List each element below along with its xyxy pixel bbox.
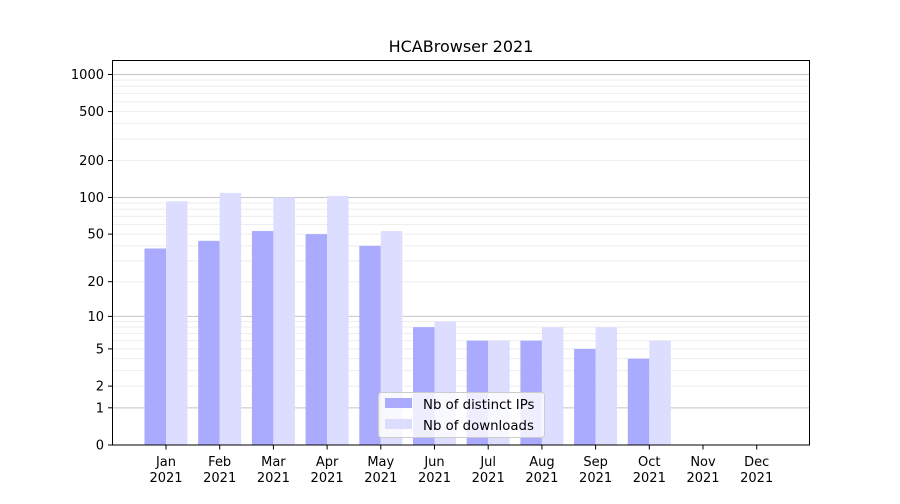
y-tick-label: 2 [96,380,104,395]
x-tick-label: Dec [744,455,769,470]
y-tick-label: 1 [96,401,104,416]
bar-downloads [219,192,242,445]
bar-ips [574,348,596,445]
y-tick-label: 50 [87,228,104,243]
x-tick-label: 2021 [149,471,182,486]
x-tick-label: 2021 [525,471,558,486]
x-tick-label: Apr [316,455,339,470]
y-tick-label: 0 [96,439,104,454]
x-tick-label: 2021 [311,471,344,486]
x-tick-label: 2021 [418,471,451,486]
x-tick-label: 2021 [686,471,719,486]
y-tick-label: 5 [96,342,104,357]
legend-label-downloads: Nb of downloads [423,419,534,434]
legend: Nb of distinct IPs Nb of downloads [378,392,545,438]
x-tick-label: Nov [690,455,716,470]
bar-ips [144,248,166,445]
x-tick-label: Aug [529,455,554,470]
bar-ips [359,245,381,445]
y-tick-label: 100 [79,191,104,206]
bar-downloads [649,340,671,445]
bar-downloads [380,231,403,445]
bar-downloads [166,201,188,445]
x-tick-label: Jun [423,455,444,470]
bar-downloads [327,195,349,445]
y-tick-label: 1000 [71,68,104,83]
x-tick-label: Feb [208,455,231,470]
bar-ips [251,231,274,445]
y-tick-label: 500 [79,105,104,120]
y-axis: 0 1 2 5 10 20 50 100 200 500 1000 [71,68,113,454]
y-tick-label: 200 [79,154,104,169]
bar-ips [198,240,220,445]
x-axis: Jan2021Feb2021Mar2021Apr2021May2021Jun20… [149,445,773,486]
chart-title: HCABrowser 2021 [389,37,534,56]
legend-swatch-ips [385,398,412,408]
x-tick-label: Jul [479,455,496,470]
x-tick-label: 2021 [364,471,397,486]
x-tick-label: 2021 [633,471,666,486]
x-tick-label: 2021 [472,471,505,486]
x-tick-label: Sep [583,455,608,470]
x-tick-label: 2021 [579,471,612,486]
y-tick-label: 10 [87,310,104,325]
x-tick-label: Jan [155,455,176,470]
bar-ips [627,358,650,445]
legend-swatch-downloads [385,419,412,429]
bar-ips [305,234,328,445]
bar-downloads [273,197,295,445]
x-tick-label: May [367,455,394,470]
x-tick-label: 2021 [257,471,290,486]
x-tick-label: Mar [261,455,286,470]
x-tick-label: Oct [638,455,660,470]
x-tick-label: 2021 [203,471,236,486]
x-tick-label: 2021 [740,471,773,486]
plot-frame [112,60,810,446]
bar-downloads [541,327,564,445]
bar-downloads [595,327,618,445]
y-tick-label: 20 [87,275,104,290]
legend-label-ips: Nb of distinct IPs [423,398,535,413]
